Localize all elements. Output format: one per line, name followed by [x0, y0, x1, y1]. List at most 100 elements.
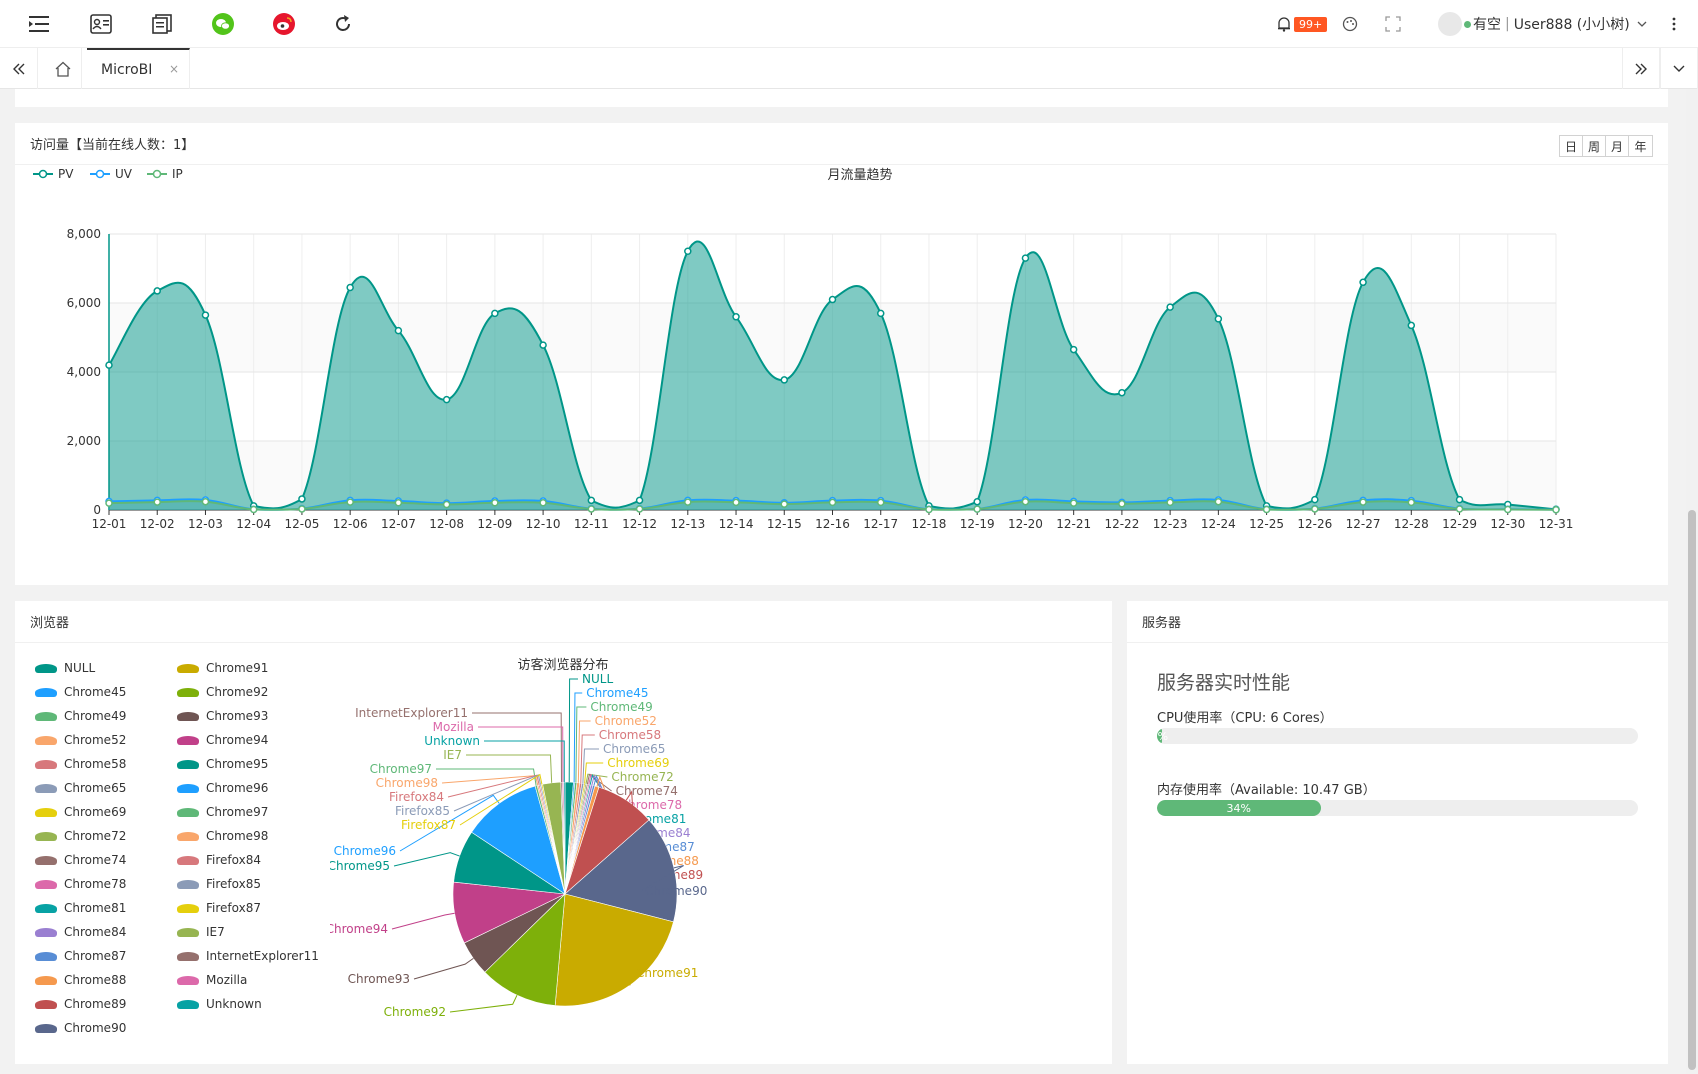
data-point-ip	[298, 505, 306, 513]
pie-label-internetexplorer11: InternetExplorer11	[355, 706, 468, 720]
legend-item-chrome58[interactable]: Chrome58	[35, 752, 126, 776]
data-point-ip	[394, 499, 403, 507]
cpu-usage-bar: 1%	[1157, 728, 1638, 744]
legend-label: Chrome98	[206, 829, 269, 843]
legend-item-chrome87[interactable]: Chrome87	[35, 944, 126, 968]
refresh-icon[interactable]	[329, 10, 357, 38]
range-year-button[interactable]: 年	[1629, 136, 1652, 156]
legend-label: Chrome45	[64, 685, 127, 699]
legend-item-chrome45[interactable]: Chrome45	[35, 680, 126, 704]
legend-item-chrome84[interactable]: Chrome84	[35, 920, 126, 944]
pie-label-line	[436, 768, 537, 786]
legend-item-chrome98[interactable]: Chrome98	[177, 824, 319, 848]
legend-item-chrome90[interactable]: Chrome90	[35, 1016, 126, 1040]
tab-scroll-right-button[interactable]	[1622, 48, 1660, 89]
legend-item-firefox84[interactable]: Firefox84	[177, 848, 319, 872]
legend-swatch	[177, 855, 199, 865]
legend-item-chrome94[interactable]: Chrome94	[177, 728, 319, 752]
legend-item-firefox85[interactable]: Firefox85	[177, 872, 319, 896]
legend-item-unknown[interactable]: Unknown	[177, 992, 319, 1016]
wechat-icon[interactable]	[209, 10, 237, 38]
more-vertical-icon[interactable]	[1660, 10, 1688, 38]
cpu-usage-label: CPU使用率（CPU: 6 Cores）	[1157, 711, 1333, 726]
user-menu[interactable]: 有空 | User888 (小小树)	[1438, 12, 1648, 36]
monthly-traffic-chart: 0 2,000 4,000 6,000 8,000 12-01 12-02 12-03 12-0…	[33, 167, 1573, 531]
legend-swatch	[177, 999, 199, 1009]
legend-label: Chrome87	[64, 949, 127, 963]
legend-item-pv[interactable]: PV	[33, 167, 74, 181]
legend-item-chrome89[interactable]: Chrome89	[35, 992, 126, 1016]
legend-swatch	[35, 951, 57, 961]
memory-usage-label: 内存使用率（Available: 10.47 GB）	[1157, 783, 1376, 798]
legend-item-chrome72[interactable]: Chrome72	[35, 824, 126, 848]
server-card-title: 服务器	[1142, 616, 1182, 631]
tab-scroll-left-button[interactable]	[0, 48, 38, 89]
cpu-usage-fill: 1%	[1157, 728, 1168, 744]
fullscreen-icon[interactable]	[1379, 10, 1407, 38]
pie-label-chrome49: Chrome49	[590, 700, 652, 714]
legend-item-chrome96[interactable]: Chrome96	[177, 776, 319, 800]
pie-label-line	[484, 740, 565, 783]
tab-close-icon[interactable]: ×	[168, 62, 179, 76]
pie-label-chrome74: Chrome74	[616, 784, 678, 798]
range-day-button[interactable]: 日	[1560, 136, 1583, 156]
weibo-icon[interactable]	[270, 10, 298, 38]
legend-item-ip[interactable]: IP	[147, 167, 183, 181]
legend-swatch	[35, 711, 57, 721]
pie-label-line	[568, 678, 578, 783]
legend-swatch	[35, 687, 57, 697]
legend-item-chrome78[interactable]: Chrome78	[35, 872, 126, 896]
x-tick-label: 12-18	[912, 517, 947, 531]
legend-item-chrome81[interactable]: Chrome81	[35, 896, 126, 920]
legend-marker	[38, 169, 48, 179]
x-tick-label: 12-24	[1201, 517, 1236, 531]
theme-palette-icon[interactable]	[1336, 10, 1364, 38]
legend-item-chrome92[interactable]: Chrome92	[177, 680, 319, 704]
range-month-button[interactable]: 月	[1606, 136, 1629, 156]
data-point-pv	[1359, 278, 1367, 287]
legend-item-chrome88[interactable]: Chrome88	[35, 968, 126, 992]
legend-item-chrome91[interactable]: Chrome91	[177, 656, 319, 680]
pie-slice-chrome96	[471, 785, 566, 895]
legend-item-chrome95[interactable]: Chrome95	[177, 752, 319, 776]
legend-item-internetexplorer11[interactable]: InternetExplorer11	[177, 944, 319, 968]
legend-item-chrome49[interactable]: Chrome49	[35, 704, 126, 728]
legend-label: IP	[172, 167, 183, 181]
legend-item-null[interactable]: NULL	[35, 656, 126, 680]
legend-item-uv[interactable]: UV	[90, 167, 133, 181]
legend-label: Firefox84	[206, 853, 261, 867]
pie-label-line	[459, 773, 543, 826]
notification-area[interactable]: 99+	[1276, 12, 1328, 36]
legend-item-mozilla[interactable]: Mozilla	[177, 968, 319, 992]
tab-microbi[interactable]: MicroBI ×	[87, 48, 190, 89]
tab-home[interactable]	[44, 48, 82, 89]
menu-fold-icon[interactable]	[26, 10, 54, 38]
tab-dropdown-button[interactable]	[1660, 48, 1698, 89]
legend-item-chrome93[interactable]: Chrome93	[177, 704, 319, 728]
data-point-pv	[828, 295, 837, 304]
data-point-pv	[1118, 388, 1126, 397]
x-tick-label: 12-23	[1153, 517, 1188, 531]
legend-item-chrome52[interactable]: Chrome52	[35, 728, 126, 752]
legend-label: Chrome69	[64, 805, 127, 819]
x-tick-label: 12-08	[429, 517, 464, 531]
x-tick-label: 12-20	[1008, 517, 1043, 531]
pie-label-line	[575, 706, 587, 783]
legend-item-chrome74[interactable]: Chrome74	[35, 848, 126, 872]
legend-item-chrome65[interactable]: Chrome65	[35, 776, 126, 800]
legend-swatch	[177, 711, 199, 721]
legend-item-firefox87[interactable]: Firefox87	[177, 896, 319, 920]
legend-item-chrome69[interactable]: Chrome69	[35, 800, 126, 824]
x-tick-label: 12-04	[236, 517, 271, 531]
document-icon[interactable]	[148, 10, 176, 38]
pie-label-chrome52: Chrome52	[595, 714, 657, 728]
legend-label: NULL	[64, 661, 96, 675]
scrollbar-thumb[interactable]	[1688, 510, 1696, 1070]
x-tick-label: 12-26	[1297, 517, 1332, 531]
legend-item-ie7[interactable]: IE7	[177, 920, 319, 944]
legend-item-chrome97[interactable]: Chrome97	[177, 800, 319, 824]
contacts-icon[interactable]	[87, 10, 115, 38]
data-point-pv	[587, 496, 596, 505]
range-week-button[interactable]: 周	[1583, 136, 1606, 156]
bell-icon[interactable]	[1276, 16, 1292, 32]
